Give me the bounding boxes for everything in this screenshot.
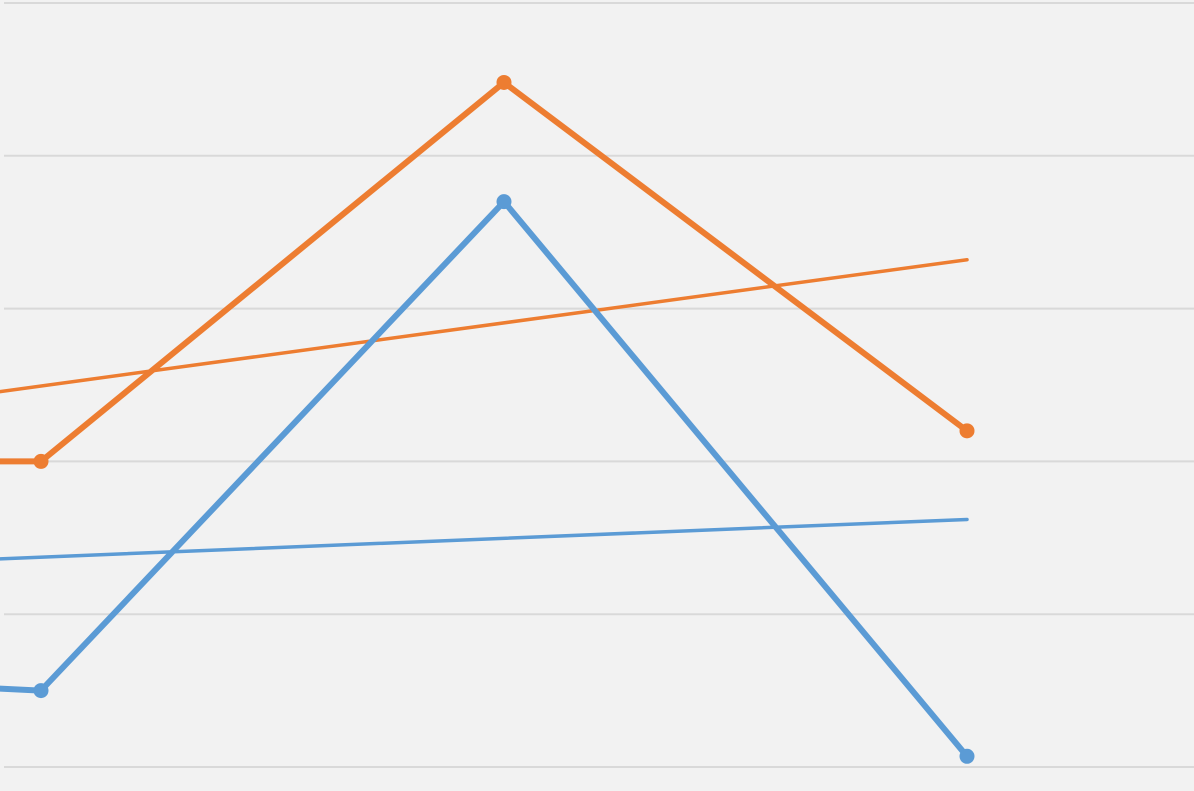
series-2-trendline xyxy=(0,257,969,394)
series-1-point xyxy=(33,683,49,699)
series-2-point xyxy=(33,453,49,469)
series-1-point xyxy=(959,748,975,764)
series-markers xyxy=(33,74,975,764)
series-1-trendline xyxy=(0,517,969,561)
series-2-line xyxy=(0,79,970,465)
series-2-point xyxy=(959,423,975,439)
series-1-point xyxy=(496,194,512,210)
series-lines xyxy=(0,79,970,760)
series-2-point xyxy=(496,74,512,90)
trendlines xyxy=(0,257,969,561)
gridlines xyxy=(4,2,1194,768)
series-1-line xyxy=(0,198,970,760)
